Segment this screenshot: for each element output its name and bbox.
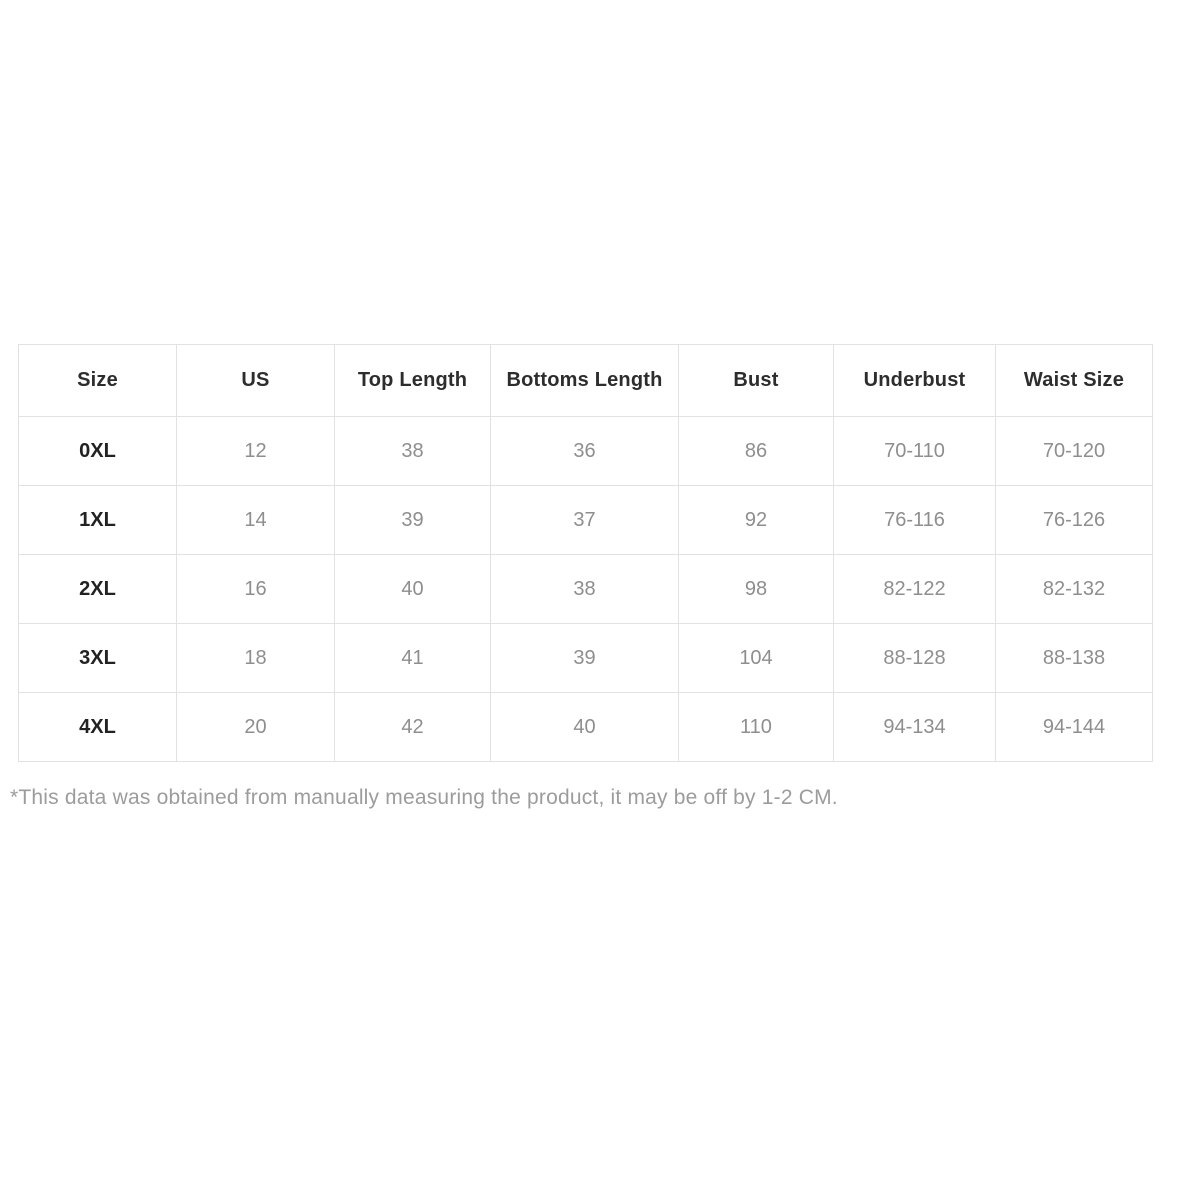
- measurement-disclaimer: *This data was obtained from manually me…: [10, 786, 838, 809]
- table-cell: 14: [176, 485, 335, 555]
- table-cell: 12: [176, 416, 335, 486]
- size-chart-header: Size US Top Length Bottoms Length Bust Underb…: [18, 344, 1153, 417]
- table-cell: 110: [678, 692, 834, 762]
- table-cell: 92: [678, 485, 834, 555]
- table-row: 0XL 12 38 36 86 70-110 70-120: [18, 416, 1153, 486]
- table-cell: 86: [678, 416, 834, 486]
- table-cell: 70-120: [995, 416, 1153, 486]
- table-cell: 39: [490, 623, 679, 693]
- size-chart-table: Size US Top Length Bottoms Length Bust Underb…: [18, 344, 1153, 762]
- table-cell: 88-128: [833, 623, 996, 693]
- size-chart-container: Size US Top Length Bottoms Length Bust Underb…: [18, 344, 1153, 762]
- table-cell: 88-138: [995, 623, 1153, 693]
- table-row: 4XL 20 42 40 110 94-134 94-144: [18, 692, 1153, 762]
- header-cell-top-length: Top Length: [334, 344, 491, 417]
- table-cell: 94-134: [833, 692, 996, 762]
- size-cell: 4XL: [18, 692, 177, 762]
- table-cell: 39: [334, 485, 491, 555]
- header-row: Size US Top Length Bottoms Length Bust Underb…: [18, 344, 1153, 417]
- size-cell: 0XL: [18, 416, 177, 486]
- table-cell: 76-126: [995, 485, 1153, 555]
- header-cell-us: US: [176, 344, 335, 417]
- header-cell-bust: Bust: [678, 344, 834, 417]
- size-cell: 1XL: [18, 485, 177, 555]
- table-row: 1XL 14 39 37 92 76-116 76-126: [18, 485, 1153, 555]
- table-cell: 76-116: [833, 485, 996, 555]
- table-cell: 42: [334, 692, 491, 762]
- table-row: 2XL 16 40 38 98 82-122 82-132: [18, 554, 1153, 624]
- header-cell-bottoms-length: Bottoms Length: [490, 344, 679, 417]
- table-cell: 38: [334, 416, 491, 486]
- table-cell: 70-110: [833, 416, 996, 486]
- table-cell: 37: [490, 485, 679, 555]
- size-cell: 2XL: [18, 554, 177, 624]
- table-cell: 98: [678, 554, 834, 624]
- table-cell: 104: [678, 623, 834, 693]
- table-cell: 94-144: [995, 692, 1153, 762]
- table-cell: 40: [334, 554, 491, 624]
- table-row: 3XL 18 41 39 104 88-128 88-138: [18, 623, 1153, 693]
- size-chart-body: 0XL 12 38 36 86 70-110 70-120 1XL 14 39 37 92 76-116…: [18, 416, 1153, 762]
- header-cell-size: Size: [18, 344, 177, 417]
- table-cell: 82-132: [995, 554, 1153, 624]
- header-cell-waist-size: Waist Size: [995, 344, 1153, 417]
- table-cell: 16: [176, 554, 335, 624]
- table-cell: 36: [490, 416, 679, 486]
- table-cell: 38: [490, 554, 679, 624]
- table-cell: 18: [176, 623, 335, 693]
- table-cell: 20: [176, 692, 335, 762]
- table-cell: 40: [490, 692, 679, 762]
- table-cell: 82-122: [833, 554, 996, 624]
- size-cell: 3XL: [18, 623, 177, 693]
- table-cell: 41: [334, 623, 491, 693]
- header-cell-underbust: Underbust: [833, 344, 996, 417]
